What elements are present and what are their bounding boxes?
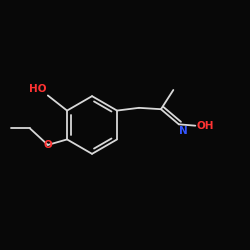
Text: O: O <box>44 140 52 150</box>
Text: HO: HO <box>29 84 46 94</box>
Text: OH: OH <box>197 121 214 131</box>
Text: N: N <box>179 126 188 136</box>
